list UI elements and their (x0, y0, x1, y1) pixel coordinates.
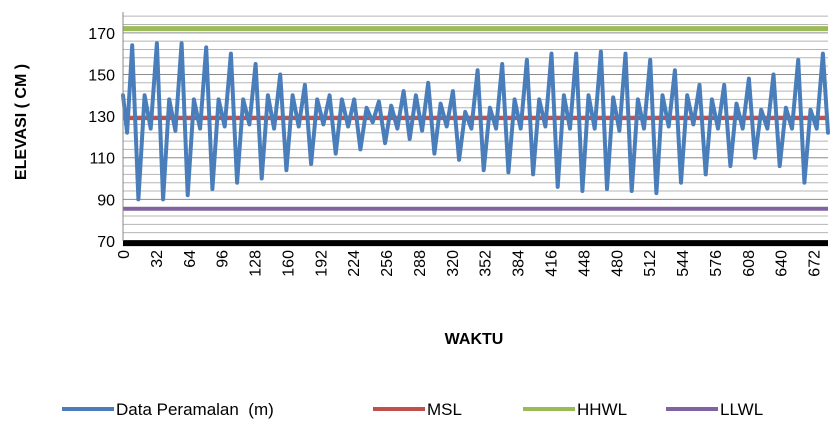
x-tick-label: 160 (280, 250, 297, 277)
x-tick-label: 416 (544, 250, 561, 277)
x-tick-label: 224 (346, 250, 363, 277)
y-tick-label: 170 (88, 26, 115, 43)
legend-item: HHWL (523, 400, 627, 419)
legend-label: LLWL (720, 400, 763, 419)
x-tick-label: 544 (675, 250, 692, 277)
x-tick-label: 320 (445, 250, 462, 277)
y-tick-label: 110 (89, 151, 115, 168)
x-tick-label: 352 (478, 250, 495, 277)
y-tick-label: 90 (97, 192, 115, 209)
y-axis-title: ELEVASI ( CM ) (13, 64, 30, 180)
x-tick-label: 576 (708, 250, 725, 277)
x-tick-label: 384 (511, 250, 528, 277)
data-series (121, 41, 830, 202)
x-axis-title: WAKTU (445, 331, 504, 348)
legend-item: LLWL (666, 400, 763, 419)
legend-label: MSL (427, 400, 462, 419)
x-tick-label: 672 (807, 250, 824, 277)
x-tick-label: 256 (379, 250, 396, 277)
y-tick-label: 130 (88, 109, 115, 126)
x-tick-label: 64 (182, 250, 199, 268)
x-tick-label: 192 (313, 250, 330, 277)
x-tick-label: 32 (149, 250, 166, 268)
legend-label: HHWL (577, 400, 627, 419)
x-tick-label: 448 (576, 250, 593, 277)
y-tick-label: 150 (88, 67, 115, 84)
legend-item: MSL (373, 400, 462, 419)
series-line-data-peramalan (121, 41, 830, 202)
x-tick-label: 128 (248, 250, 265, 277)
x-axis-ticks: 0 32 64 96 128 160 192 224 256 288 320 352 384 416 448… (116, 250, 824, 277)
x-tick-label: 0 (116, 250, 133, 259)
x-tick-label: 480 (609, 250, 626, 277)
x-tick-label: 640 (774, 250, 791, 277)
legend-item: Data Peramalan (m) (62, 400, 274, 419)
x-tick-label: 608 (741, 250, 758, 277)
x-tick-label: 512 (642, 250, 659, 277)
x-tick-label: 288 (412, 250, 429, 277)
y-axis-ticks: 70 90 110 130 150 170 (88, 26, 115, 251)
legend: Data Peramalan (m) MSL HHWL LLWL (62, 400, 763, 419)
legend-label: Data Peramalan (m) (116, 400, 274, 419)
y-tick-label: 70 (97, 234, 115, 251)
x-tick-label: 96 (215, 250, 232, 268)
